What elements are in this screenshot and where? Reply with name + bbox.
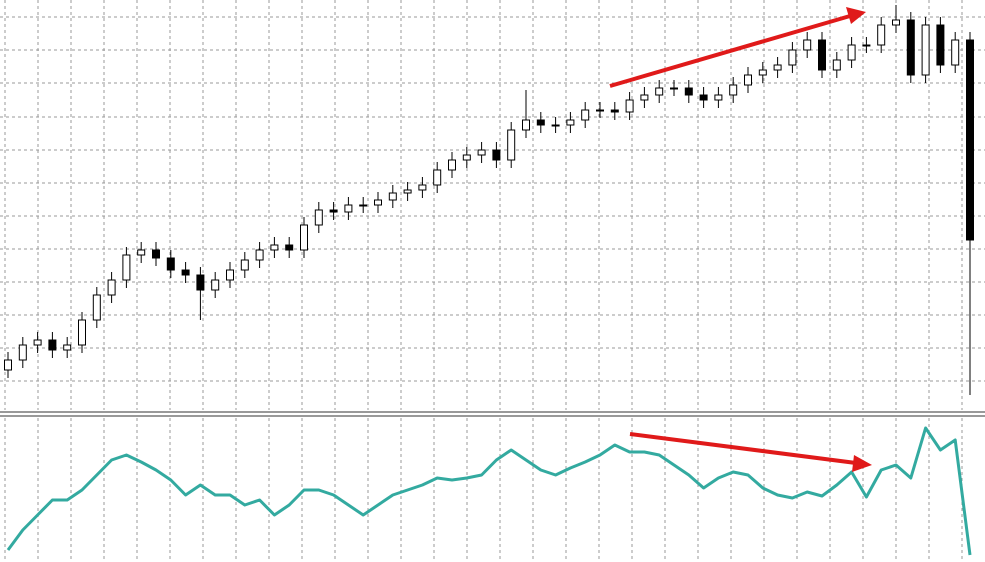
candle-body <box>818 39 826 71</box>
candle-body <box>285 244 294 251</box>
candle-body <box>240 259 249 271</box>
candle-body <box>18 344 27 361</box>
candle-body <box>359 204 368 207</box>
arrow-head <box>846 7 866 24</box>
candle-body <box>270 244 279 251</box>
candle-body <box>699 94 708 101</box>
candle-body <box>729 84 738 96</box>
candle-body <box>596 109 604 112</box>
arrow <box>609 14 851 88</box>
candle-body <box>107 279 116 296</box>
candle-body <box>936 24 945 66</box>
candle-body <box>966 39 974 241</box>
candle-body <box>832 59 841 71</box>
candle-body <box>181 269 190 276</box>
divergence-arrows <box>609 7 872 472</box>
candle-body <box>63 344 72 351</box>
candle-body <box>581 109 590 121</box>
candle-body <box>329 209 338 213</box>
candle-body <box>640 94 649 101</box>
candle-body <box>166 257 175 271</box>
candle-body <box>684 87 693 96</box>
candle-body <box>418 184 427 191</box>
candle-body <box>877 24 886 46</box>
candle-body <box>670 87 678 90</box>
candle-body <box>566 119 575 126</box>
candle-body <box>255 249 264 261</box>
candle-body <box>226 269 234 281</box>
candle-body <box>344 204 353 213</box>
candle-body <box>536 119 545 126</box>
candle-body <box>122 254 131 281</box>
candle-body <box>551 124 560 127</box>
candle-body <box>92 294 101 321</box>
candle-body <box>33 339 42 346</box>
candle-body <box>137 249 146 256</box>
candle-body <box>758 69 767 76</box>
arrow-head <box>852 455 872 472</box>
candle-body <box>462 154 471 161</box>
plot <box>0 5 985 556</box>
candle-body <box>522 119 530 131</box>
arrow <box>629 432 857 465</box>
candle-body <box>610 109 619 113</box>
candle-body <box>300 224 308 251</box>
vertical-grid <box>4 0 963 562</box>
candle-body <box>847 44 856 61</box>
candle-body <box>433 169 442 186</box>
candle-body <box>314 209 323 226</box>
candle-body <box>788 49 797 66</box>
candle-body <box>625 99 634 113</box>
candle-body <box>951 39 960 66</box>
candle-body <box>48 339 57 351</box>
candle-body <box>211 279 220 291</box>
candle-body <box>388 192 397 201</box>
candle-body <box>862 44 871 47</box>
candle-body <box>374 199 382 206</box>
candle-body <box>655 87 664 96</box>
candle-body <box>78 319 86 346</box>
candle-body <box>507 129 516 161</box>
candle-body <box>403 189 412 194</box>
candle-body <box>744 74 752 86</box>
candle-body <box>906 19 915 76</box>
indicator-line <box>6 426 972 556</box>
candle-body <box>477 149 486 156</box>
candle-body <box>196 274 205 291</box>
candle-body <box>492 149 501 161</box>
candle-body <box>921 24 930 76</box>
candle-body <box>773 64 782 71</box>
candle-body <box>152 249 160 259</box>
candle-body <box>714 94 723 101</box>
candle-body <box>448 159 456 171</box>
candle-body <box>4 359 12 371</box>
candle-body <box>892 19 900 26</box>
candle-body <box>803 39 812 51</box>
